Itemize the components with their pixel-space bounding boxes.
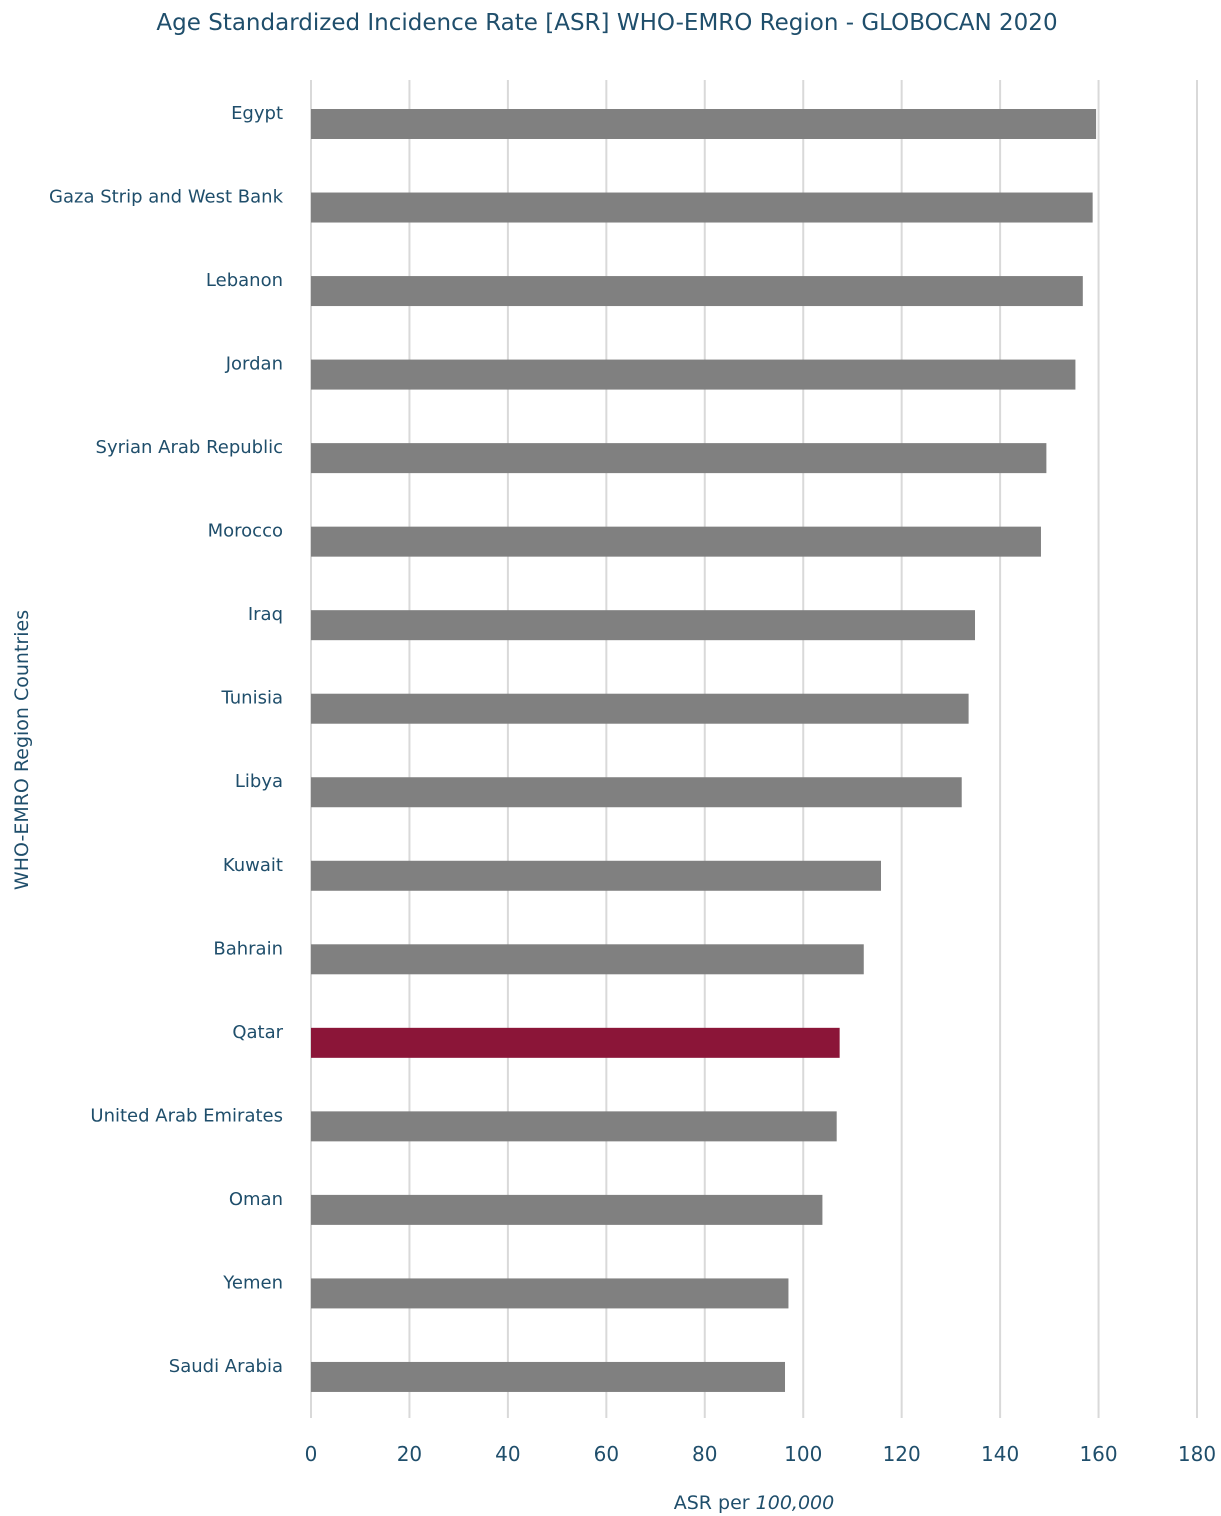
category-label: United Arab Emirates	[90, 1105, 283, 1126]
category-label: Qatar	[232, 1022, 283, 1043]
category-label: Oman	[229, 1189, 283, 1210]
bar-yemen	[311, 1278, 789, 1309]
category-label: Iraq	[248, 604, 283, 625]
x-tick-labels: 0 20 40 60 80 100 120 140 160 180	[305, 1442, 1216, 1466]
x-tick-label: 0	[305, 1442, 318, 1466]
bar-tunisia	[311, 693, 969, 724]
bar-egypt	[311, 109, 1097, 139]
category-label: Tunisia	[221, 688, 284, 709]
category-label: Saudi Arabia	[169, 1356, 283, 1377]
category-label: Libya	[235, 771, 283, 792]
bar-saudi-arabia	[311, 1361, 786, 1392]
category-labels: Egypt Gaza Strip and West Bank Lebanon Jord…	[49, 103, 284, 1377]
bar-gaza-strip-and-west-bank	[311, 192, 1093, 223]
x-tick-label: 140	[981, 1442, 1019, 1466]
category-label: Yemen	[222, 1272, 283, 1293]
x-tick-label: 80	[692, 1442, 717, 1466]
chart-title: Age Standardized Incidence Rate [ASR] WH…	[156, 10, 1057, 36]
bar-jordan	[311, 359, 1076, 390]
x-axis-title-prefix: ASR per	[674, 1492, 756, 1514]
x-tick-label: 20	[397, 1442, 422, 1466]
bars	[311, 109, 1097, 1392]
bar-united-arab-emirates	[311, 1111, 837, 1142]
category-label: Kuwait	[223, 855, 283, 876]
x-tick-label: 60	[594, 1442, 619, 1466]
category-label: Bahrain	[213, 938, 283, 959]
bar-morocco	[311, 526, 1041, 557]
category-label: Jordan	[225, 354, 283, 375]
bar-syrian-arab-republic	[311, 443, 1047, 474]
bar-libya	[311, 777, 962, 808]
x-axis-title-italic: 100,000	[756, 1492, 835, 1514]
x-tick-label: 100	[784, 1442, 822, 1466]
category-label: Gaza Strip and West Bank	[49, 187, 284, 208]
x-tick-label: 120	[883, 1442, 921, 1466]
bar-kuwait	[311, 860, 881, 891]
category-label: Morocco	[208, 521, 283, 542]
category-label: Lebanon	[206, 270, 283, 291]
bar-lebanon	[311, 276, 1083, 307]
bar-oman	[311, 1194, 823, 1225]
x-axis-title: ASR per 100,000	[674, 1492, 834, 1514]
bar-bahrain	[311, 944, 864, 975]
category-label: Egypt	[231, 103, 283, 124]
bar-qatar	[311, 1027, 840, 1058]
x-tick-label: 180	[1178, 1442, 1216, 1466]
x-tick-label: 40	[495, 1442, 520, 1466]
category-label: Syrian Arab Republic	[96, 437, 283, 458]
x-tick-label: 160	[1079, 1442, 1117, 1466]
bar-iraq	[311, 610, 976, 641]
y-axis-title: WHO-EMRO Region Countries	[11, 610, 33, 890]
